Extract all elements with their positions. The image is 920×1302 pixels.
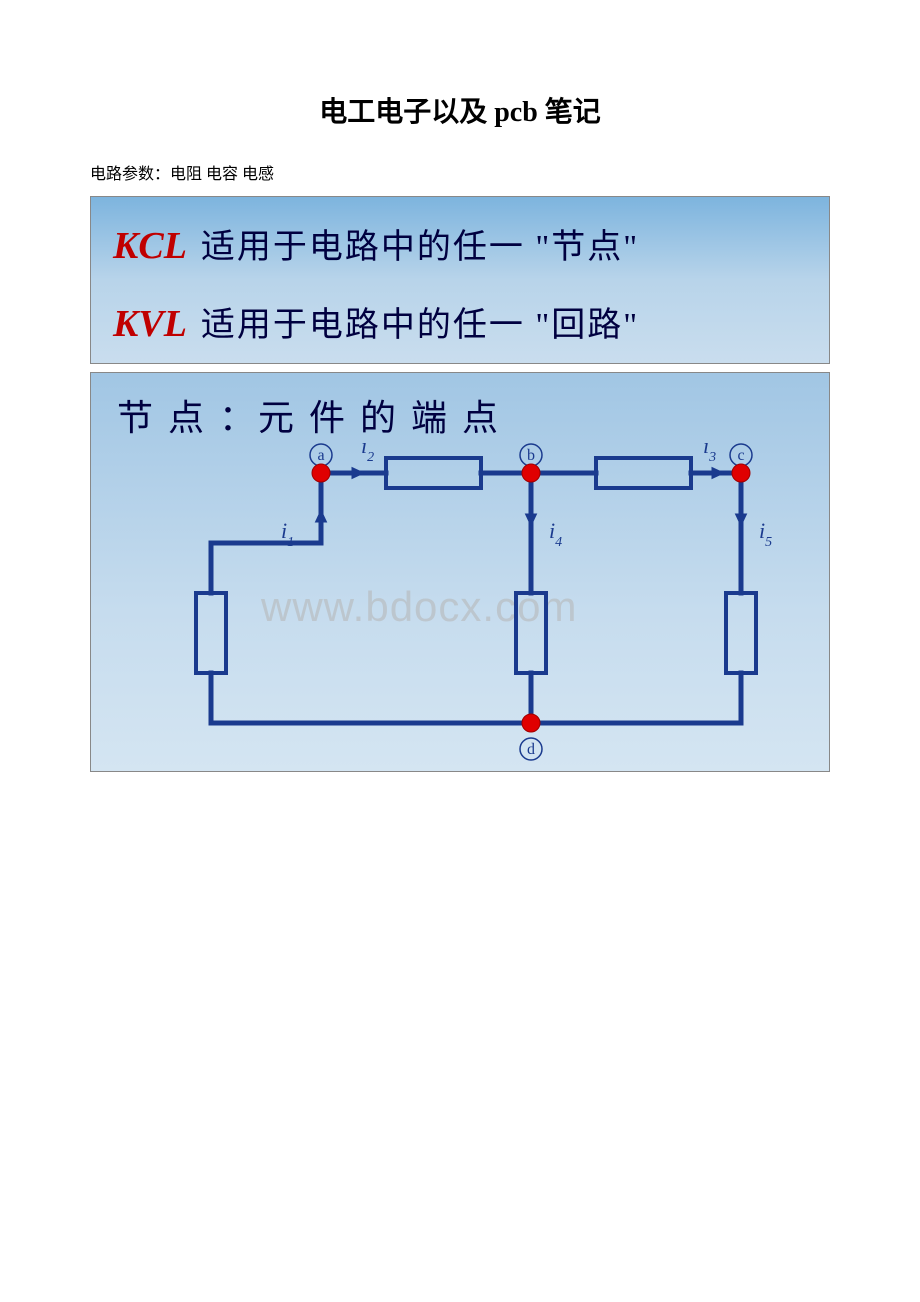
kvl-label: KVL: [113, 302, 187, 346]
svg-text:b: b: [527, 447, 535, 464]
panel-circuit: 节 点 ：元 件 的 端 点 www.bdocx.com abcdi1i2i3i…: [90, 372, 830, 772]
svg-text:i3: i3: [703, 443, 716, 465]
kvl-row: KVL 适用于电路中的任一 "回路": [91, 297, 829, 346]
kcl-row: KCL 适用于电路中的任一 "节点": [91, 219, 829, 268]
panel-kcl-kvl: KCL 适用于电路中的任一 "节点" KVL 适用于电路中的任一 "回路": [90, 196, 830, 364]
panel2-title: 节 点 ：元 件 的 端 点: [117, 389, 501, 441]
svg-text:i4: i4: [549, 518, 562, 550]
page-title: 电工电子以及 pcb 笔记: [90, 90, 830, 130]
svg-text:i2: i2: [361, 443, 374, 465]
kvl-text: 适用于电路中的任一 "回路": [201, 297, 639, 346]
kcl-label: KCL: [113, 224, 187, 268]
svg-text:d: d: [527, 741, 535, 758]
svg-text:a: a: [317, 447, 324, 464]
circuit-diagram: abcdi1i2i3i4i5: [151, 443, 811, 763]
svg-text:c: c: [737, 447, 744, 464]
svg-text:i5: i5: [759, 518, 772, 550]
kcl-text: 适用于电路中的任一 "节点": [201, 219, 639, 268]
subtitle-text: 电路参数：电阻 电容 电感: [90, 160, 830, 184]
